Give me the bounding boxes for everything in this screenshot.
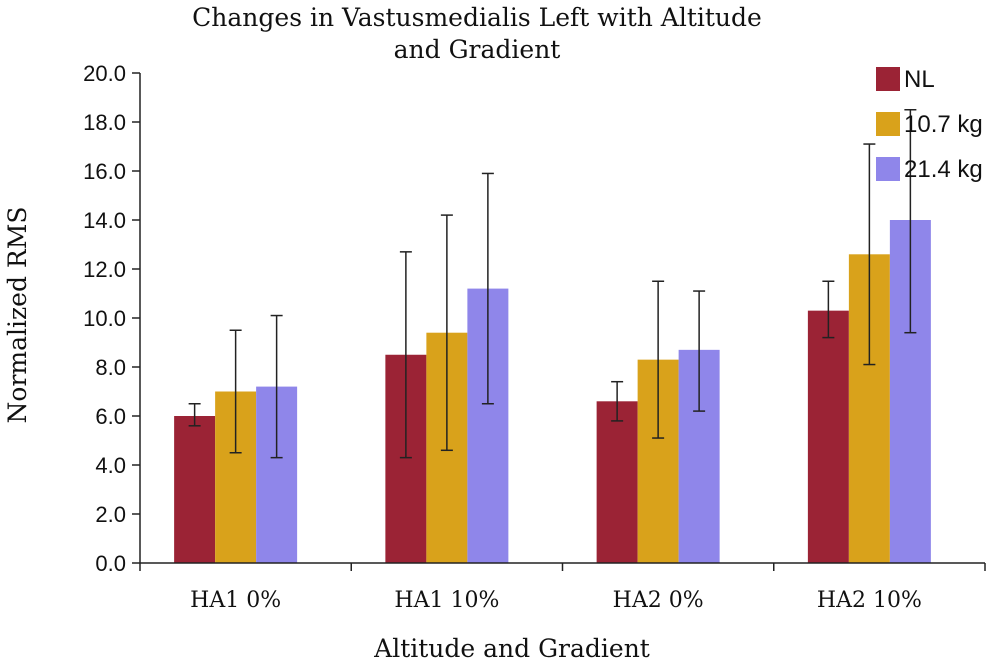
x-category-label: HA2 0%	[613, 588, 704, 613]
y-tick-label: 12.0	[83, 257, 126, 282]
legend-swatch	[876, 67, 900, 91]
bar	[174, 416, 216, 563]
x-category-label: HA1 10%	[394, 588, 499, 613]
y-tick-label: 0.0	[95, 551, 126, 576]
chart-title-line-2: and Gradient	[394, 35, 561, 64]
bar	[596, 401, 638, 563]
y-tick-label: 20.0	[83, 61, 126, 86]
axes-lines	[139, 73, 986, 571]
y-tick-label: 18.0	[83, 110, 126, 135]
legend-label: 21.4 kg	[904, 156, 983, 183]
chart-title: Changes in Vastusmedialis Left with Alti…	[192, 3, 762, 64]
chart-title-line-1: Changes in Vastusmedialis Left with Alti…	[192, 3, 762, 32]
y-tick-label: 8.0	[95, 355, 126, 380]
legend-swatch	[876, 157, 900, 181]
y-axis: 0.0 2.0 4.0 6.0 8.0 10.0 12.0 14.0 16.0 18.0 20.0	[83, 61, 140, 576]
y-axis-title: Normalized RMS	[3, 207, 32, 424]
y-tick-label: 4.0	[95, 453, 126, 478]
y-tick-label: 2.0	[95, 502, 126, 527]
bar	[807, 310, 849, 563]
bars-group	[174, 220, 931, 564]
y-tick-label: 6.0	[95, 404, 126, 429]
legend: NL 10.7 kg 21.4 kg	[876, 66, 983, 183]
legend-label: 10.7 kg	[904, 111, 983, 138]
legend-label: NL	[904, 66, 935, 93]
y-tick-label: 10.0	[83, 306, 126, 331]
legend-swatch	[876, 112, 900, 136]
y-tick-label: 16.0	[83, 159, 126, 184]
x-category-label: HA2 10%	[817, 588, 922, 613]
error-bars-group	[188, 109, 917, 459]
x-axis-categories: HA1 0% HA1 10% HA2 0% HA2 10%	[190, 588, 922, 613]
x-category-label: HA1 0%	[190, 588, 281, 613]
x-axis-title: Altitude and Gradient	[373, 634, 650, 663]
y-tick-label: 14.0	[83, 208, 126, 233]
